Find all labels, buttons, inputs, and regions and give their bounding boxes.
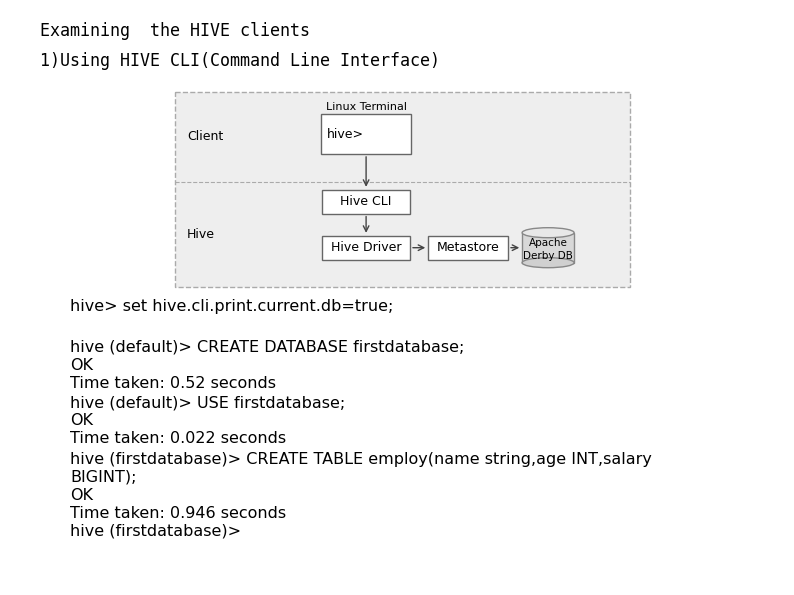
Text: Metastore: Metastore (437, 241, 499, 254)
Ellipse shape (522, 228, 574, 237)
Text: Time taken: 0.52 seconds: Time taken: 0.52 seconds (70, 376, 276, 391)
Text: Hive Driver: Hive Driver (331, 241, 401, 254)
Text: Examining  the HIVE clients: Examining the HIVE clients (40, 22, 310, 40)
Ellipse shape (522, 258, 574, 268)
Text: Client: Client (187, 130, 223, 143)
FancyBboxPatch shape (522, 233, 574, 263)
FancyBboxPatch shape (175, 92, 630, 287)
Text: hive (firstdatabase)> CREATE TABLE employ(name string,age INT,salary: hive (firstdatabase)> CREATE TABLE emplo… (70, 452, 652, 467)
Text: Time taken: 0.946 seconds: Time taken: 0.946 seconds (70, 506, 286, 521)
Text: BIGINT);: BIGINT); (70, 470, 137, 485)
Text: OK: OK (70, 413, 93, 428)
FancyBboxPatch shape (322, 190, 410, 214)
Text: Hive: Hive (187, 228, 215, 241)
Text: hive (default)> USE firstdatabase;: hive (default)> USE firstdatabase; (70, 395, 345, 410)
Text: Apache
Derby DB: Apache Derby DB (523, 239, 573, 261)
Text: Linux Terminal: Linux Terminal (326, 102, 407, 112)
Text: 1)Using HIVE CLI(Command Line Interface): 1)Using HIVE CLI(Command Line Interface) (40, 52, 440, 70)
Text: Hive CLI: Hive CLI (341, 195, 391, 208)
Text: OK: OK (70, 358, 93, 373)
Text: hive>: hive> (327, 127, 364, 140)
Text: hive (firstdatabase)>: hive (firstdatabase)> (70, 524, 241, 539)
FancyBboxPatch shape (321, 114, 411, 154)
Text: hive> set hive.cli.print.current.db=true;: hive> set hive.cli.print.current.db=true… (70, 299, 393, 314)
Text: hive (default)> CREATE DATABASE firstdatabase;: hive (default)> CREATE DATABASE firstdat… (70, 340, 464, 355)
FancyBboxPatch shape (322, 236, 410, 259)
Text: OK: OK (70, 488, 93, 503)
FancyBboxPatch shape (428, 236, 508, 259)
Text: Time taken: 0.022 seconds: Time taken: 0.022 seconds (70, 431, 286, 446)
